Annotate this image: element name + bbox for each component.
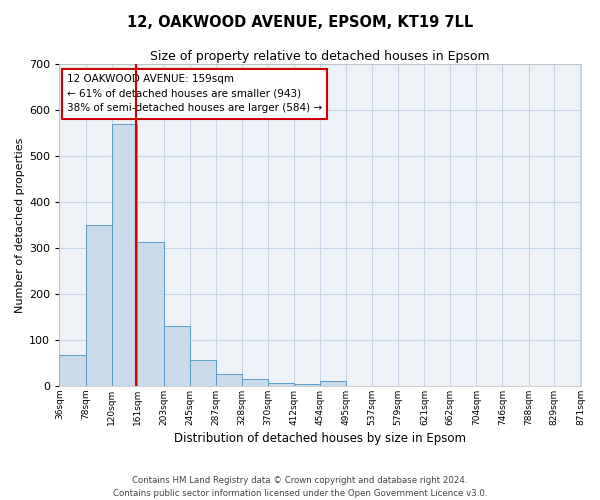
X-axis label: Distribution of detached houses by size in Epsom: Distribution of detached houses by size … [174, 432, 466, 445]
Bar [242, 380, 268, 386]
Bar [190, 360, 216, 386]
Bar [320, 382, 346, 386]
Text: 12, OAKWOOD AVENUE, EPSOM, KT19 7LL: 12, OAKWOOD AVENUE, EPSOM, KT19 7LL [127, 15, 473, 30]
Y-axis label: Number of detached properties: Number of detached properties [15, 138, 25, 312]
Text: 12 OAKWOOD AVENUE: 159sqm
← 61% of detached houses are smaller (943)
38% of semi: 12 OAKWOOD AVENUE: 159sqm ← 61% of detac… [67, 74, 322, 114]
Bar [294, 384, 320, 386]
Bar [86, 225, 112, 386]
Bar [137, 242, 164, 386]
Bar [59, 354, 86, 386]
Bar [112, 124, 137, 386]
Text: Contains HM Land Registry data © Crown copyright and database right 2024.
Contai: Contains HM Land Registry data © Crown c… [113, 476, 487, 498]
Bar [268, 382, 294, 386]
Title: Size of property relative to detached houses in Epsom: Size of property relative to detached ho… [150, 50, 490, 63]
Bar [164, 326, 190, 386]
Bar [216, 374, 242, 386]
